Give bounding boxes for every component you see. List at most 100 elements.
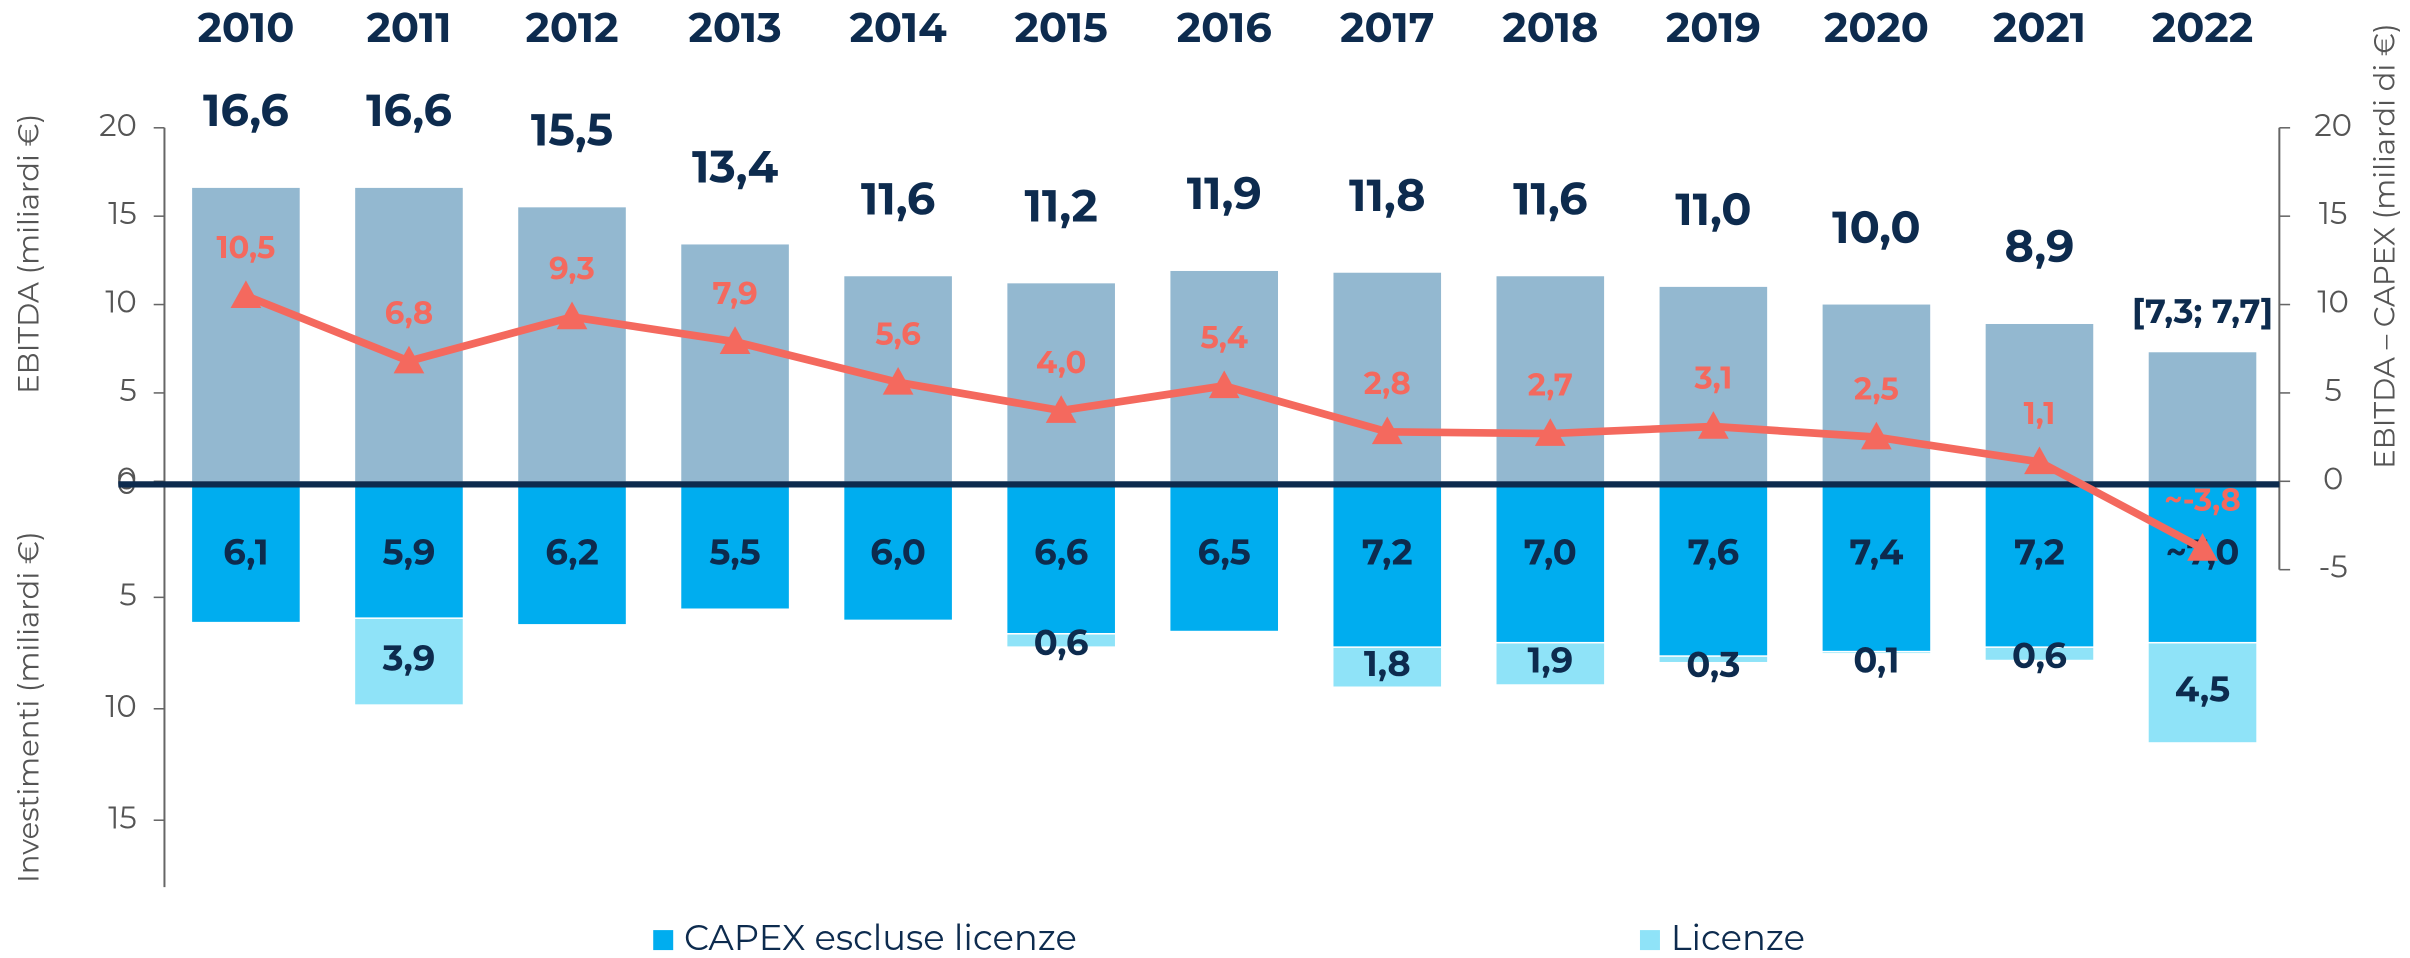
capex-bar xyxy=(1170,485,1279,631)
capex-bar xyxy=(1496,485,1605,642)
y-tick-label: 10 xyxy=(105,687,136,725)
category-label: 2022 xyxy=(2152,3,2253,53)
licenze-bar xyxy=(1985,647,2094,660)
value-label: 8,9 xyxy=(2004,220,2074,274)
licenze-bar xyxy=(1333,647,1442,687)
licenze-bar xyxy=(1822,652,1931,654)
line-value-label: 10,5 xyxy=(217,228,276,266)
value-label: 4,5 xyxy=(2175,668,2230,711)
y2-tick-label: -5 xyxy=(2319,548,2348,586)
value-label: 15,5 xyxy=(531,104,613,158)
value-label: 6,6 xyxy=(1034,531,1088,574)
value-label: 5,9 xyxy=(383,531,436,574)
line-marker xyxy=(882,366,914,395)
value-label: 7,4 xyxy=(1850,531,1904,574)
legend-label: CAPEX escluse licenze xyxy=(684,916,1077,958)
value-label: 10,0 xyxy=(1832,201,1920,255)
value-label: 11,8 xyxy=(1349,169,1425,223)
line-value-label: 5,4 xyxy=(1200,318,1247,356)
category-label: 2021 xyxy=(1993,3,2086,53)
value-label: 11,9 xyxy=(1187,167,1262,221)
ebitda-bar xyxy=(355,187,463,482)
value-label: 11,6 xyxy=(861,172,935,226)
y2-tick-label: 5 xyxy=(2324,371,2341,409)
value-label: 6,2 xyxy=(545,531,598,574)
category-label: 2017 xyxy=(1340,3,1434,53)
category-label: 2019 xyxy=(1666,3,1761,53)
line-value-label: 3,1 xyxy=(1693,359,1732,397)
line-marker xyxy=(2024,446,2055,475)
category-label: 2014 xyxy=(849,3,947,53)
y-tick-label: 15 xyxy=(108,798,136,836)
capex-bar xyxy=(1822,485,1931,651)
capex-bar xyxy=(355,485,463,618)
y2-tick-label: 0 xyxy=(2323,459,2343,497)
line-marker xyxy=(1208,370,1240,399)
value-label: [7,3; 7,7] xyxy=(2132,291,2273,332)
y2-tick-label: 15 xyxy=(2319,194,2347,232)
licenze-bar xyxy=(1659,656,1768,662)
line-marker xyxy=(393,345,425,374)
ebitda-bar xyxy=(1822,304,1931,482)
capex-bar xyxy=(1659,485,1768,656)
category-label: 2016 xyxy=(1177,3,1272,53)
licenze-bar xyxy=(1007,634,1115,647)
line-marker xyxy=(719,326,751,354)
ebitda-bar xyxy=(1333,272,1442,482)
value-label: 6,0 xyxy=(870,531,926,574)
value-label: 3,9 xyxy=(382,636,436,679)
value-label: 16,6 xyxy=(203,84,289,138)
value-label: 7,2 xyxy=(2014,531,2065,574)
line-marker xyxy=(1371,416,1403,445)
capex-bar xyxy=(844,485,952,620)
y2-tick-label: 20 xyxy=(2314,106,2352,144)
line-marker xyxy=(1534,418,1566,446)
value-label: 7,2 xyxy=(1362,531,1413,574)
ebitda-bar xyxy=(518,207,626,482)
value-label: 1,9 xyxy=(1527,639,1573,682)
y-tick-label: 0 xyxy=(116,459,136,497)
y-tick-label: 15 xyxy=(108,194,136,232)
ebitda-bar xyxy=(192,187,300,482)
value-label: 1,8 xyxy=(1364,642,1411,685)
value-label: 0,6 xyxy=(2012,634,2067,677)
legend-swatch xyxy=(653,930,674,951)
value-label: 0,6 xyxy=(1034,621,1089,664)
y-axis-label: EBITDA (miliardi €) xyxy=(11,114,46,394)
value-label: 5,5 xyxy=(709,531,760,574)
line-value-label: 2,7 xyxy=(1528,366,1573,404)
line-marker xyxy=(230,280,262,309)
y2-axis-label: EBITDA – CAPEX (miliardi di €) xyxy=(2368,23,2403,469)
line-value-label: 5,6 xyxy=(875,314,921,352)
ebitda-bar xyxy=(2148,352,2257,482)
value-label: 7,0 xyxy=(1524,531,1577,574)
line-marker xyxy=(1045,395,1077,423)
line-value-label: 2,5 xyxy=(1854,369,1899,407)
value-label: 7,6 xyxy=(1688,531,1740,574)
licenze-bar xyxy=(355,618,463,705)
capex-bar xyxy=(1333,485,1442,647)
y-axis-label: Investimenti (miliardi €) xyxy=(11,531,46,883)
category-label: 2015 xyxy=(1014,3,1107,53)
line-value-label: 1,1 xyxy=(2024,394,2056,432)
y-tick-label: 5 xyxy=(119,575,136,613)
y-tick-label: 20 xyxy=(99,106,137,144)
line-value-label: 2,8 xyxy=(1364,364,1411,402)
capex-bar xyxy=(518,485,626,625)
category-label: 2011 xyxy=(366,3,451,53)
ebitda-bar xyxy=(1659,286,1768,482)
ebitda-bar xyxy=(1496,276,1605,482)
value-label: 11,0 xyxy=(1675,183,1751,237)
y-tick-label: 5 xyxy=(119,371,136,409)
value-label: 0,3 xyxy=(1686,643,1740,686)
ebitda-bar xyxy=(1007,283,1115,482)
ebitda-bar xyxy=(681,244,789,482)
y-tick-label: 10 xyxy=(105,283,136,321)
category-label: 2010 xyxy=(197,3,294,53)
legend-swatch xyxy=(1639,930,1660,951)
value-label: 11,6 xyxy=(1513,172,1587,226)
category-label: 2018 xyxy=(1502,3,1598,53)
capex-bar xyxy=(192,485,300,622)
legend-label: Licenze xyxy=(1671,916,1805,958)
capex-bar xyxy=(1007,485,1115,634)
